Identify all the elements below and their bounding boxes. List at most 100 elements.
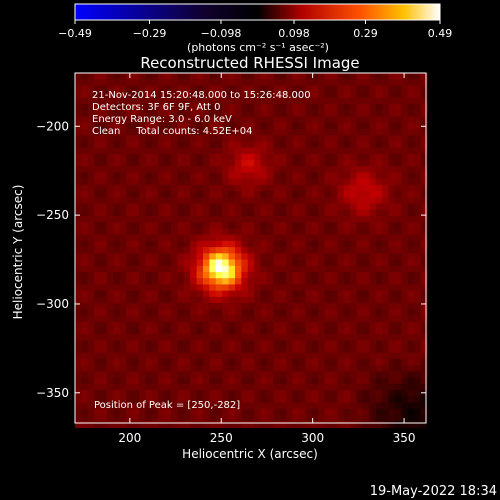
- heatmap-cell: [138, 240, 146, 248]
- heatmap-cell: [401, 327, 409, 335]
- heatmap-cell: [151, 209, 159, 217]
- heatmap-cell: [164, 110, 172, 118]
- heatmap-cell: [94, 222, 102, 230]
- heatmap-cell: [209, 209, 217, 217]
- heatmap-cell: [222, 209, 230, 217]
- heatmap-cell: [196, 160, 204, 167]
- heatmap-cell: [113, 377, 121, 385]
- heatmap-cell: [202, 247, 210, 254]
- heatmap-cell: [394, 172, 402, 180]
- heatmap-cell: [350, 160, 358, 167]
- heatmap-cell: [81, 160, 89, 167]
- heatmap-cell: [330, 240, 338, 248]
- heatmap-cell: [113, 240, 121, 248]
- heatmap-cell: [170, 408, 178, 416]
- heatmap-cell: [170, 197, 178, 205]
- heatmap-cell: [190, 216, 198, 223]
- heatmap-cell: [324, 172, 332, 180]
- heatmap-cell: [126, 377, 134, 385]
- heatmap-cell: [222, 147, 230, 155]
- heatmap-cell: [202, 377, 210, 385]
- heatmap-cell: [113, 340, 121, 348]
- heatmap-cell: [350, 73, 358, 80]
- heatmap-cell: [100, 396, 108, 404]
- heatmap-cell: [170, 415, 178, 422]
- heatmap-cell: [382, 79, 390, 87]
- heatmap-cell: [266, 122, 274, 130]
- heatmap-cell: [305, 197, 313, 205]
- heatmap-cell: [414, 259, 422, 267]
- heatmap-cell: [330, 79, 338, 87]
- heatmap-cell: [241, 247, 249, 254]
- heatmap-cell: [126, 421, 134, 429]
- heatmap-cell: [414, 191, 422, 198]
- heatmap-cell: [94, 160, 102, 167]
- heatmap-cell: [209, 402, 217, 410]
- heatmap-cell: [177, 240, 185, 248]
- heatmap-cell: [298, 222, 306, 230]
- heatmap-cell: [401, 309, 409, 317]
- heatmap-cell: [100, 390, 108, 397]
- heatmap-cell: [183, 340, 191, 348]
- heatmap-cell: [164, 228, 172, 236]
- heatmap-cell: [247, 85, 255, 93]
- heatmap-cell: [305, 421, 313, 429]
- heatmap-cell: [209, 290, 217, 298]
- heatmap-cell: [126, 197, 134, 205]
- heatmap-cell: [311, 122, 319, 130]
- heatmap-cell: [273, 203, 281, 211]
- heatmap-cell: [106, 160, 114, 167]
- heatmap-cell: [145, 371, 153, 379]
- heatmap-cell: [375, 116, 383, 124]
- heatmap-cell: [305, 128, 313, 136]
- heatmap-cell: [343, 122, 351, 130]
- y-axis: −200−250−300−350: [36, 119, 426, 400]
- heatmap-cell: [311, 421, 319, 429]
- heatmap-cell: [126, 334, 134, 341]
- heatmap-cell: [279, 141, 287, 149]
- heatmap-cell: [132, 184, 140, 192]
- heatmap-cell: [286, 79, 294, 87]
- x-tick-label: 200: [118, 431, 141, 445]
- heatmap-cell: [407, 365, 415, 373]
- heatmap-cell: [164, 309, 172, 317]
- heatmap-cell: [158, 265, 166, 273]
- heatmap-cell: [158, 259, 166, 267]
- heatmap-cell: [266, 234, 274, 242]
- heatmap-cell: [286, 240, 294, 248]
- heatmap-cell: [164, 116, 172, 124]
- heatmap-cell: [241, 166, 249, 174]
- heatmap-cell: [170, 296, 178, 304]
- heatmap-cell: [369, 160, 377, 167]
- heatmap-cell: [356, 104, 364, 111]
- heatmap-cell: [158, 396, 166, 404]
- heatmap-cell: [401, 383, 409, 391]
- heatmap-cell: [407, 97, 415, 105]
- heatmap-cell: [330, 290, 338, 298]
- heatmap-cell: [266, 408, 274, 416]
- heatmap-cell: [356, 377, 364, 385]
- heatmap-cell: [215, 271, 223, 279]
- heatmap-cell: [266, 172, 274, 180]
- heatmap-cell: [228, 352, 236, 360]
- heatmap-cell: [362, 240, 370, 248]
- heatmap-cell: [138, 73, 146, 80]
- heatmap-cell: [170, 265, 178, 273]
- heatmap-cell: [132, 402, 140, 410]
- heatmap-cell: [375, 309, 383, 317]
- heatmap-cell: [324, 402, 332, 410]
- heatmap-cell: [196, 290, 204, 298]
- heatmap-cell: [407, 253, 415, 261]
- heatmap-cell: [106, 172, 114, 180]
- heatmap-cell: [158, 97, 166, 105]
- heatmap-cell: [324, 334, 332, 341]
- heatmap-cell: [356, 421, 364, 429]
- heatmap-cell: [164, 91, 172, 99]
- heatmap-cell: [81, 402, 89, 410]
- heatmap-cell: [106, 228, 114, 236]
- heatmap-cell: [414, 408, 422, 416]
- heatmap-cell: [190, 116, 198, 124]
- heatmap-cell: [318, 91, 326, 99]
- heatmap-cell: [420, 128, 428, 136]
- heatmap-cell: [119, 128, 127, 136]
